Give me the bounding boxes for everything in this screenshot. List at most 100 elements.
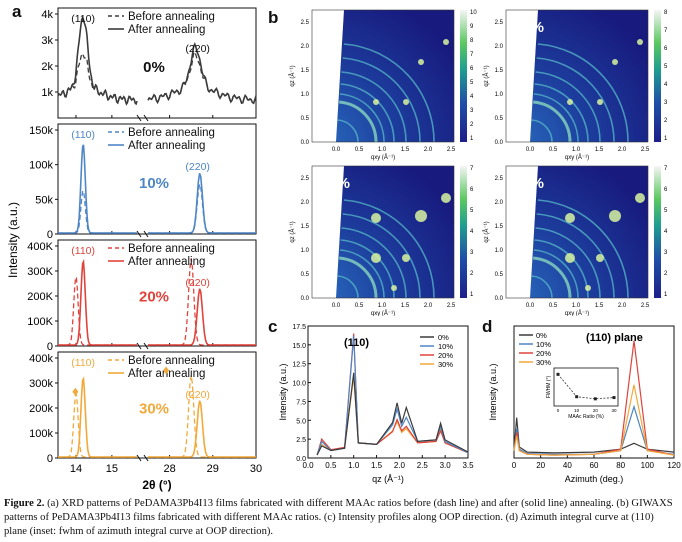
axis-break-mark (143, 342, 149, 350)
colorbar-tick-label: 1 (664, 292, 668, 298)
inset-x-tick-label: 20 (593, 408, 599, 413)
x-tick-label: 100 (641, 461, 655, 470)
subplot-ratio-label: 20% (139, 288, 169, 305)
image-frame (311, 165, 455, 299)
xrd-curve-after-right (148, 400, 256, 458)
diffraction-ring (533, 93, 579, 143)
diffraction-ring (535, 71, 601, 143)
bragg-spot (402, 254, 410, 262)
legend-label: 30% (438, 360, 453, 369)
diffraction-ring (339, 100, 378, 143)
y-tick-label: 12.5 (292, 362, 306, 369)
panel-letter-c: c (268, 317, 278, 336)
x-tick-label: 2.5 (447, 147, 456, 153)
peak-label-220: (220) (185, 277, 210, 289)
y-tick-label: 0.0 (301, 140, 310, 146)
y-tick-label: 400K (27, 241, 53, 253)
bragg-spot (418, 59, 424, 65)
x-tick-label: 1.5 (401, 303, 410, 309)
legend-label: 10% (438, 342, 453, 351)
diffraction-ring (535, 227, 601, 299)
x-axis-label: qz (Å⁻¹) (372, 474, 404, 484)
colorbar-tick-label: 2 (664, 271, 668, 277)
intensity-line-20% (316, 333, 469, 456)
xrd-curve-after-left (57, 15, 138, 106)
colorbar-tick-label: 4 (470, 94, 474, 100)
y-tick-label: 50k (35, 194, 53, 206)
image-frame (505, 9, 649, 143)
x-tick-label: 0.0 (332, 303, 341, 309)
y-tick-label: 0.0 (296, 456, 306, 463)
peak-label-110: (110) (71, 245, 95, 257)
y-axis-label: Intensity (a.u.) (278, 363, 288, 420)
legend-label: 0% (438, 333, 449, 342)
subplot-ratio-label: 10% (139, 175, 169, 192)
bragg-spot (637, 39, 643, 45)
legend-label: 20% (536, 349, 551, 358)
y-tick-label: 2.5 (301, 176, 310, 182)
legend-label-after: After annealing (128, 24, 205, 36)
x-tick-label: 3.5 (462, 461, 474, 470)
y-tick-label: 150k (29, 125, 53, 137)
giwaxs-patterns-figure: 0% 0.0 0.5 1.0 1.5 2.0 2.5 0.0 0.5 1.0 1.5 2.0 2.5 qx… (289, 9, 668, 316)
y-tick-label: 1.0 (495, 92, 504, 98)
x-tick-label: 2.5 (447, 303, 456, 309)
y-tick-label: 1.0 (301, 92, 310, 98)
colorbar-tick-label: 4 (664, 229, 668, 235)
x-tick-label: 0.0 (526, 147, 535, 153)
y-tick-label: 100k (29, 428, 53, 440)
oop-intensity-profiles-chart: 0.0 0.5 1.0 1.5 2.0 2.5 3.0 3.5 0.0 2.5 5.0 7.5 10.0… (278, 324, 474, 484)
y-tick-label: 100k (29, 160, 53, 172)
panel-letter-d: d (482, 317, 493, 336)
axis-break-mark (136, 342, 142, 350)
x-tick-label: 2.0 (618, 303, 627, 309)
legend-label: 10% (536, 340, 551, 349)
axis-break-mark (143, 114, 149, 122)
subplot-ratio-label: 30% (139, 400, 169, 417)
x-tick-label: 2.5 (641, 147, 650, 153)
y-tick-label: 1.5 (301, 68, 310, 74)
colorbar-tick-label: 5 (470, 80, 474, 86)
x-tick-label: 0.5 (549, 303, 558, 309)
y-tick-label: 2.5 (296, 437, 306, 444)
y-tick-label: 0.0 (495, 140, 504, 146)
diffraction-ring (537, 199, 629, 299)
x-tick-label: 28 (163, 463, 175, 475)
y-tick-label: 3k (41, 35, 53, 47)
diffraction-ring (339, 249, 385, 299)
x-tick-label: 40 (563, 461, 572, 470)
peak-label-110: (110) (71, 129, 95, 141)
image-ratio-label: 10% (514, 19, 544, 36)
plot-frame (57, 123, 257, 235)
bragg-spot (567, 99, 573, 105)
plot-frame (57, 7, 257, 119)
bragg-spot (635, 193, 645, 203)
x-tick-label: 0.0 (332, 147, 341, 153)
xrd-curve-after-right (148, 172, 256, 234)
y-tick-label: 300K (27, 266, 53, 278)
bragg-spot (565, 253, 575, 263)
bragg-spot (391, 285, 397, 291)
y-tick-label: 1.5 (301, 224, 310, 230)
xrd-curve-after-left (58, 144, 137, 234)
image-ratio-label: 20% (320, 175, 350, 192)
y-tick-label: 0.0 (301, 296, 310, 302)
x-tick-label: 1.0 (348, 461, 360, 470)
x-tick-label: 2.5 (641, 303, 650, 309)
colorbar-tick-label: 8 (664, 10, 668, 16)
y-tick-label: 2.0 (301, 200, 310, 206)
bragg-spot (597, 99, 603, 105)
diffraction-ring (342, 57, 421, 143)
x-axis-label: Azimuth (deg.) (565, 474, 624, 484)
x-axis-label: qxy (Å⁻¹) (371, 310, 395, 316)
colorbar-tick-label: 1 (470, 136, 474, 142)
diffraction-ring (343, 199, 435, 299)
colorbar-tick-label: 10 (470, 10, 477, 16)
legend-label: 30% (536, 358, 551, 367)
x-axis-label: qxy (Å⁻¹) (565, 310, 589, 316)
diffraction-ring (339, 93, 385, 143)
bragg-spot (585, 285, 591, 291)
y-tick-label: 15.0 (292, 343, 306, 350)
y-axis-label: qz (Å⁻¹) (289, 221, 296, 242)
image-frame (311, 9, 455, 143)
